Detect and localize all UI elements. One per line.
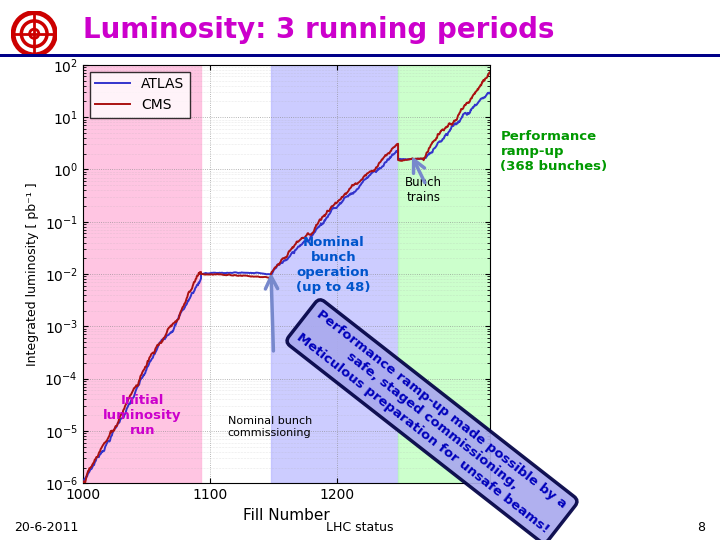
ATLAS	[163, 332, 172, 339]
ATLAS	[275, 261, 284, 268]
Text: Nominal
bunch
operation
(up to 48): Nominal bunch operation (up to 48)	[296, 236, 371, 294]
Text: LHC status: LHC status	[326, 521, 394, 534]
Text: Bunch
trains: Bunch trains	[405, 176, 442, 204]
CMS	[335, 197, 343, 203]
Text: 20-6-2011: 20-6-2011	[14, 521, 78, 534]
ATLAS	[225, 269, 233, 276]
ATLAS	[484, 90, 492, 96]
Bar	[398, 65, 490, 483]
Text: Nominal bunch
commissioning: Nominal bunch commissioning	[228, 416, 312, 437]
ATLAS	[335, 201, 343, 207]
CMS	[163, 326, 172, 333]
Bar	[271, 65, 398, 483]
X-axis label: Fill Number: Fill Number	[243, 508, 330, 523]
CMS	[275, 260, 284, 266]
Line: ATLAS: ATLAS	[83, 93, 490, 482]
ATLAS	[417, 156, 426, 162]
CMS	[417, 156, 426, 162]
Line: CMS: CMS	[83, 72, 490, 483]
Text: Performance
ramp-up
(368 bunches): Performance ramp-up (368 bunches)	[500, 130, 608, 173]
Legend: ATLAS, CMS: ATLAS, CMS	[90, 72, 190, 118]
CMS	[485, 69, 494, 76]
Text: Luminosity: 3 running periods: Luminosity: 3 running periods	[83, 16, 554, 44]
CMS	[225, 271, 233, 278]
Bar	[83, 65, 201, 483]
ATLAS	[485, 90, 494, 96]
Y-axis label: Integrated luminosity [ pb⁻¹ ]: Integrated luminosity [ pb⁻¹ ]	[26, 182, 39, 366]
ATLAS	[78, 479, 87, 485]
CMS	[78, 480, 87, 487]
Text: 8: 8	[698, 521, 706, 534]
Text: Performance ramp-up made possible by a
safe, staged commissioning,
Meticulous pr: Performance ramp-up made possible by a s…	[294, 307, 570, 536]
ATLAS	[358, 180, 366, 186]
CMS	[358, 176, 366, 183]
Text: Initial
luminosity
run: Initial luminosity run	[103, 394, 181, 437]
